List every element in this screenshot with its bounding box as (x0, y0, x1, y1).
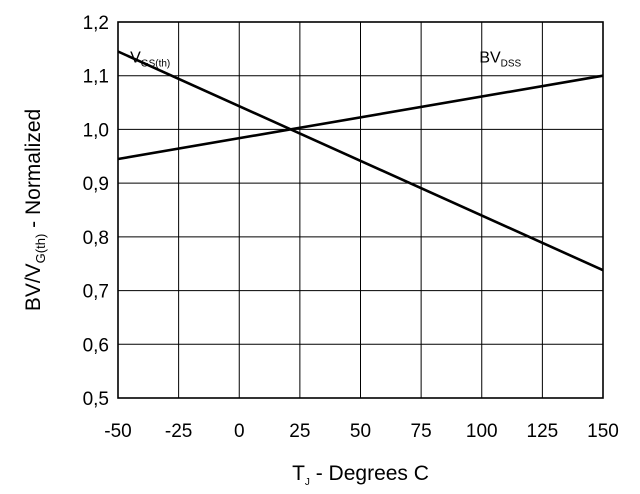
tick-labels: -50 -25 0 25 50 75 100 125 150 0,5 0,6 0,7 0,8 0,9 1,0… (83, 13, 619, 442)
series-label-bvdss: BVDSS (479, 49, 521, 69)
x-tick-label: 125 (527, 421, 559, 442)
x-tick-label: -50 (104, 421, 131, 442)
plot-frame (117, 21, 604, 399)
series-labels: VGS(th) BVDSS (130, 49, 521, 69)
x-axis-title-subscript: J (305, 477, 310, 488)
series-label-main: BV (479, 49, 501, 66)
series-label-subscript: DSS (501, 58, 522, 69)
series-label-subscript: GS(th) (141, 58, 170, 69)
x-tick-label: 150 (587, 421, 619, 442)
y-axis-title: BV/VG(th) - Normalized (22, 109, 48, 311)
x-tick-label: 0 (234, 421, 245, 442)
y-tick-label: 1,0 (83, 120, 109, 141)
x-axis-title: TJ - Degrees C (292, 462, 429, 488)
y-tick-label: 0,9 (83, 174, 109, 195)
y-tick-label: 0,5 (83, 389, 109, 410)
x-tick-label: 100 (466, 421, 498, 442)
series-lines (117, 50, 604, 272)
y-tick-label: 0,6 (83, 335, 109, 356)
y-tick-label: 1,1 (83, 67, 109, 88)
grid-lines (117, 21, 604, 399)
x-tick-label: 50 (350, 421, 371, 442)
y-axis-title-subscript: G(th) (33, 234, 48, 264)
y-tick-label: 0,7 (83, 282, 109, 303)
y-axis-title-rest: - Normalized (22, 109, 45, 234)
y-tick-label: 1,2 (83, 13, 109, 34)
series-label-main: V (130, 49, 141, 66)
x-tick-label: 75 (411, 421, 432, 442)
series-label-vgs: VGS(th) (130, 49, 170, 69)
y-tick-label: 0,8 (83, 228, 109, 249)
x-axis-title-rest: - Degrees C (310, 462, 429, 485)
x-axis-title-main: T (292, 462, 305, 485)
series-line-vgs (117, 50, 604, 272)
series-line-bvdss (117, 74, 604, 161)
x-tick-label: 25 (289, 421, 310, 442)
x-tick-label: -25 (165, 421, 192, 442)
y-axis-title-main: BV/V (22, 263, 45, 311)
